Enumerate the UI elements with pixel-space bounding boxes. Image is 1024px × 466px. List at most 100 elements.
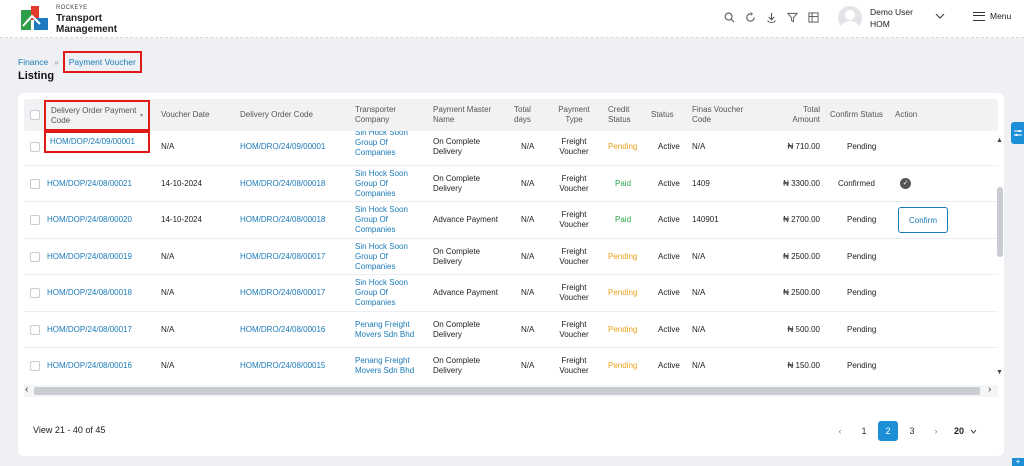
- row-code-link[interactable]: HOM/DOP/24/08/00021: [47, 178, 132, 188]
- table-row[interactable]: HOM/DOP/24/09/00001 N/A HOM/DRO/24/09/00…: [24, 131, 998, 166]
- table-row[interactable]: HOM/DOP/24/08/00021 14-10-2024 HOM/DRO/2…: [24, 166, 998, 202]
- horizontal-scroll-thumb[interactable]: [34, 387, 980, 395]
- row-do-link[interactable]: HOM/DRO/24/09/00001: [240, 142, 326, 151]
- row-code-link[interactable]: HOM/DOP/24/08/00016: [47, 361, 132, 370]
- row-master: On Complete Delivery: [433, 246, 481, 266]
- scroll-left-icon[interactable]: ‹: [25, 384, 29, 395]
- download-icon[interactable]: [764, 10, 778, 24]
- horizontal-scrollbar[interactable]: ‹ ›: [24, 384, 998, 397]
- row-code-link[interactable]: HOM/DOP/24/08/00018: [47, 288, 132, 297]
- col-ptype[interactable]: Payment Type: [558, 105, 590, 124]
- page-2-button[interactable]: 2: [878, 421, 898, 441]
- row-code-link[interactable]: HOM/DOP/24/08/00017: [47, 324, 132, 334]
- row-checkbox[interactable]: [30, 324, 40, 335]
- row-transporter[interactable]: Penang Freight Movers Sdn Bhd: [355, 356, 415, 375]
- row-credit: Pending: [608, 288, 638, 297]
- col-code-label: Delivery Order Payment Code: [51, 105, 137, 125]
- row-status: Active: [658, 178, 680, 188]
- select-all-checkbox[interactable]: [30, 110, 40, 120]
- row-checkbox[interactable]: [30, 178, 40, 189]
- avatar[interactable]: [838, 6, 862, 30]
- breadcrumb-payment-voucher[interactable]: Payment Voucher: [62, 51, 142, 73]
- prev-page-icon[interactable]: ‹: [838, 426, 842, 436]
- table-row[interactable]: HOM/DOP/24/08/00017 N/A HOM/DRO/24/08/00…: [24, 312, 998, 348]
- table-header: Delivery Order Payment Code ▾ Voucher Da…: [24, 99, 998, 131]
- top-header: ROCKEYE Transport Management Demo User H…: [0, 0, 1024, 38]
- col-transporter[interactable]: Transporter Company: [355, 105, 397, 124]
- row-do-link[interactable]: HOM/DRO/24/08/00017: [240, 251, 326, 261]
- columns-icon[interactable]: [806, 10, 820, 24]
- scroll-down-icon[interactable]: ▼: [996, 369, 1003, 376]
- row-code-link[interactable]: HOM/DOP/24/08/00019: [47, 251, 132, 261]
- row-date: 14-10-2024: [161, 178, 202, 188]
- row-checkbox[interactable]: [30, 288, 40, 298]
- page-3-button[interactable]: 3: [909, 426, 915, 436]
- row-ptype: Freight Voucher: [559, 210, 589, 229]
- col-master[interactable]: Payment Master Name: [433, 105, 492, 124]
- next-page-icon[interactable]: ›: [934, 426, 938, 436]
- col-days[interactable]: Total days: [514, 105, 531, 124]
- scroll-up-icon[interactable]: ▲: [996, 137, 1003, 144]
- row-checkbox[interactable]: [30, 142, 40, 152]
- col-credit[interactable]: Credit Status: [608, 105, 631, 124]
- row-days: N/A: [521, 361, 535, 370]
- page-1-button[interactable]: 1: [861, 426, 867, 436]
- row-code-link[interactable]: HOM/DOP/24/09/00001: [44, 131, 150, 153]
- row-do-link[interactable]: HOM/DRO/24/08/00015: [240, 361, 326, 370]
- user-info[interactable]: Demo User HOM: [870, 6, 913, 30]
- row-credit: Pending: [608, 251, 638, 261]
- col-confirm[interactable]: Confirm Status: [830, 110, 883, 119]
- row-checkbox[interactable]: [30, 361, 40, 371]
- page-size-select[interactable]: 20: [954, 426, 977, 436]
- row-do-link[interactable]: HOM/DRO/24/08/00018: [240, 215, 326, 224]
- breadcrumb-finance[interactable]: Finance: [18, 57, 49, 67]
- row-checkbox[interactable]: [30, 251, 40, 262]
- row-transporter[interactable]: Sin Hock Soon Group Of Companies: [355, 131, 408, 157]
- row-status: Active: [658, 142, 680, 151]
- row-transporter[interactable]: Penang Freight Movers Sdn Bhd: [355, 319, 415, 339]
- menu-button[interactable]: Menu: [973, 11, 1011, 21]
- row-transporter[interactable]: Sin Hock Soon Group Of Companies: [355, 168, 408, 198]
- table-row[interactable]: HOM/DOP/24/08/00016 N/A HOM/DRO/24/08/00…: [24, 348, 998, 379]
- row-do-link[interactable]: HOM/DRO/24/08/00017: [240, 288, 326, 297]
- col-do-code[interactable]: Delivery Order Code: [240, 110, 313, 119]
- row-confirm: Pending: [847, 288, 877, 297]
- row-master: On Complete Delivery: [433, 319, 481, 339]
- scroll-right-icon[interactable]: ›: [988, 384, 992, 395]
- col-finas[interactable]: Finas Voucher Code: [692, 105, 744, 124]
- vertical-scroll-thumb[interactable]: [997, 187, 1003, 257]
- row-credit: Paid: [615, 215, 632, 224]
- row-checkbox[interactable]: [30, 215, 40, 225]
- table-row[interactable]: HOM/DOP/24/08/00019 N/A HOM/DRO/24/08/00…: [24, 239, 998, 275]
- chevron-down-icon: [970, 426, 977, 436]
- filter-icon[interactable]: [785, 10, 799, 24]
- col-status[interactable]: Status: [651, 110, 674, 119]
- row-status: Active: [658, 215, 680, 224]
- row-do-link[interactable]: HOM/DRO/24/08/00018: [240, 178, 326, 188]
- row-date: N/A: [161, 361, 175, 370]
- row-finas: N/A: [692, 251, 706, 261]
- table-row[interactable]: HOM/DOP/24/08/00020 14-10-2024 HOM/DRO/2…: [24, 202, 998, 239]
- row-transporter[interactable]: Sin Hock Soon Group Of Companies: [355, 205, 408, 234]
- chevron-down-icon[interactable]: [935, 12, 945, 23]
- search-icon[interactable]: [722, 10, 736, 24]
- row-code-link[interactable]: HOM/DOP/24/08/00020: [47, 215, 132, 224]
- col-voucher-date[interactable]: Voucher Date: [161, 110, 210, 119]
- row-days: N/A: [521, 142, 535, 151]
- row-amount: ₦ 500.00: [787, 324, 820, 334]
- vertical-scrollbar[interactable]: ▲ ▼: [996, 137, 1004, 379]
- add-icon[interactable]: +: [1012, 458, 1024, 466]
- row-transporter[interactable]: Sin Hock Soon Group Of Companies: [355, 278, 408, 307]
- row-date: 14-10-2024: [161, 215, 202, 224]
- row-master: On Complete Delivery: [433, 137, 481, 156]
- table-row[interactable]: HOM/DOP/24/08/00018 N/A HOM/DRO/24/08/00…: [24, 275, 998, 312]
- col-code[interactable]: Delivery Order Payment Code ▾: [44, 100, 150, 131]
- breadcrumb: Finance » Payment Voucher: [18, 51, 142, 73]
- row-ptype: Freight Voucher: [559, 137, 589, 156]
- confirm-button[interactable]: Confirm: [898, 207, 948, 233]
- row-do-link[interactable]: HOM/DRO/24/08/00016: [240, 324, 326, 334]
- settings-sliders-icon[interactable]: [1011, 122, 1024, 144]
- refresh-icon[interactable]: [743, 10, 757, 24]
- row-transporter[interactable]: Sin Hock Soon Group Of Companies: [355, 241, 408, 271]
- col-amount[interactable]: Total Amount: [792, 105, 820, 124]
